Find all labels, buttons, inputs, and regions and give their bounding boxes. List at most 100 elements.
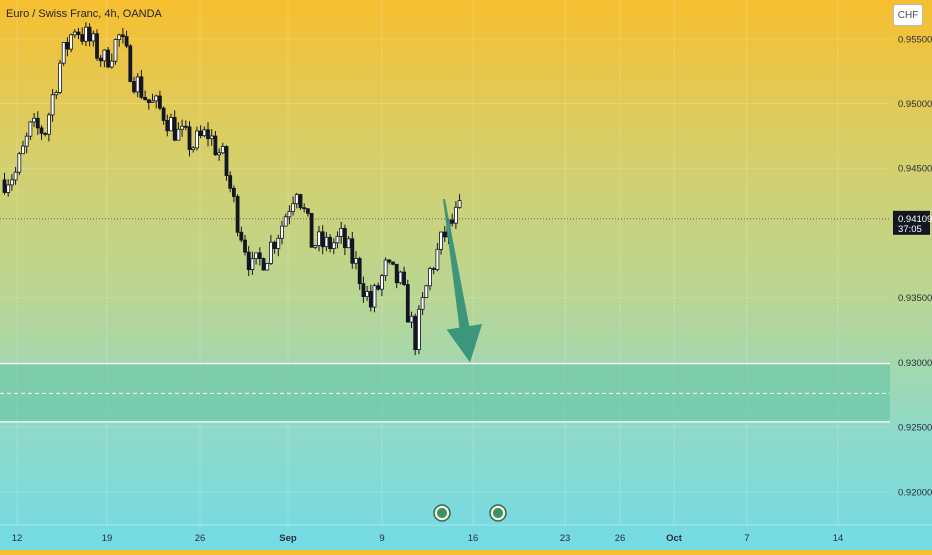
candle-body	[379, 275, 384, 290]
candle-body	[106, 49, 110, 68]
candle-body	[43, 132, 48, 135]
candle-body	[391, 261, 395, 265]
candle-body	[305, 208, 310, 214]
forecast-arrow-shape	[443, 199, 483, 363]
candle-body	[194, 130, 199, 149]
candle-body	[405, 284, 410, 323]
candle-body	[339, 228, 344, 237]
event-markers[interactable]	[433, 504, 507, 522]
candle-body	[239, 231, 244, 241]
candle-body	[354, 258, 358, 264]
candle-body	[98, 57, 103, 62]
candle-body	[317, 231, 321, 246]
candle-body	[331, 242, 336, 249]
candle-body	[309, 212, 314, 248]
candle-body	[6, 184, 11, 193]
candle-body	[217, 152, 222, 156]
candle-body	[453, 206, 458, 224]
candle-body	[24, 135, 29, 147]
candle-body	[76, 31, 81, 35]
candle-body	[54, 92, 59, 96]
price-tick-label: 0.93000	[898, 358, 932, 369]
event-marker-dot	[437, 508, 447, 518]
event-marker-icon[interactable]	[489, 504, 507, 522]
candle-body	[202, 129, 207, 137]
candle-body	[450, 219, 455, 224]
event-marker-dot	[493, 508, 503, 518]
candle-body	[280, 225, 284, 239]
candle-body	[442, 231, 447, 238]
candle-body	[228, 175, 233, 189]
candle-body	[291, 203, 296, 212]
candle-body	[287, 211, 292, 218]
candle-body	[346, 238, 351, 249]
candle-body	[376, 285, 381, 290]
candle-body	[32, 117, 36, 123]
event-marker-icon[interactable]	[433, 504, 451, 522]
candle-body	[61, 41, 66, 64]
candle-body	[113, 39, 118, 62]
candle-body	[95, 33, 99, 59]
candle-body	[324, 236, 329, 248]
time-tick-label: 9	[379, 533, 384, 544]
countdown-value: 37:05	[898, 224, 922, 235]
candle-body	[246, 251, 251, 271]
candle-body	[187, 126, 192, 150]
candle-body	[439, 231, 444, 250]
symbol-title[interactable]: Euro / Swiss Franc, 4h, OANDA	[6, 8, 162, 20]
candle-body	[431, 268, 436, 270]
candle-body	[161, 107, 166, 121]
candle-body	[198, 130, 203, 137]
candle-body	[261, 258, 266, 271]
candle-body	[328, 236, 333, 249]
candle-body	[416, 308, 421, 351]
candle-body	[387, 259, 392, 263]
time-tick-label: 26	[615, 533, 626, 544]
time-tick-label: 14	[833, 533, 844, 544]
candle-body	[143, 96, 148, 101]
candle-body	[183, 125, 188, 128]
candle-body	[402, 271, 407, 285]
candle-body	[132, 81, 136, 93]
candle-body	[154, 95, 159, 102]
candle-body	[91, 33, 96, 42]
candle-body	[243, 239, 247, 253]
candle-body	[47, 114, 51, 135]
candle-body	[224, 146, 229, 176]
candle-body	[80, 34, 85, 42]
candle-body	[368, 291, 373, 308]
current-price-value: 0.94109	[898, 214, 932, 225]
time-tick-label: 26	[195, 533, 206, 544]
candle-body	[435, 248, 440, 270]
candle-body	[254, 252, 259, 260]
time-tick-label: 23	[560, 533, 571, 544]
candle-body	[206, 129, 210, 140]
candle-body	[87, 26, 92, 42]
forecast-arrow	[443, 199, 483, 363]
candle-body	[209, 135, 214, 140]
current-price-tag	[893, 210, 930, 235]
candle-body	[58, 62, 62, 93]
candle-body	[128, 45, 133, 82]
candle-body	[146, 99, 151, 103]
support-zone-fill	[0, 363, 890, 422]
candle-body	[35, 117, 40, 129]
candle-body	[235, 196, 240, 233]
candle-body	[69, 34, 73, 50]
price-tick-label: 0.92000	[898, 487, 932, 498]
currency-badge[interactable]: CHF	[893, 4, 923, 26]
candle-body	[213, 135, 218, 156]
time-axis[interactable]: 12 19 26 Sep 9 16 23 26 Oct 7 14	[0, 524, 932, 544]
candle-body	[65, 41, 70, 50]
candle-body	[250, 258, 255, 271]
candle-body	[342, 228, 347, 249]
candle-body	[109, 60, 114, 68]
price-axis[interactable]: 0.95500 0.95000 0.94500 0.93500 0.93000 0.925…	[893, 34, 932, 498]
candle-body	[372, 285, 377, 308]
candle-body	[398, 271, 403, 284]
candle-body	[117, 34, 122, 40]
support-zone	[0, 363, 890, 423]
candle-body	[124, 36, 129, 47]
